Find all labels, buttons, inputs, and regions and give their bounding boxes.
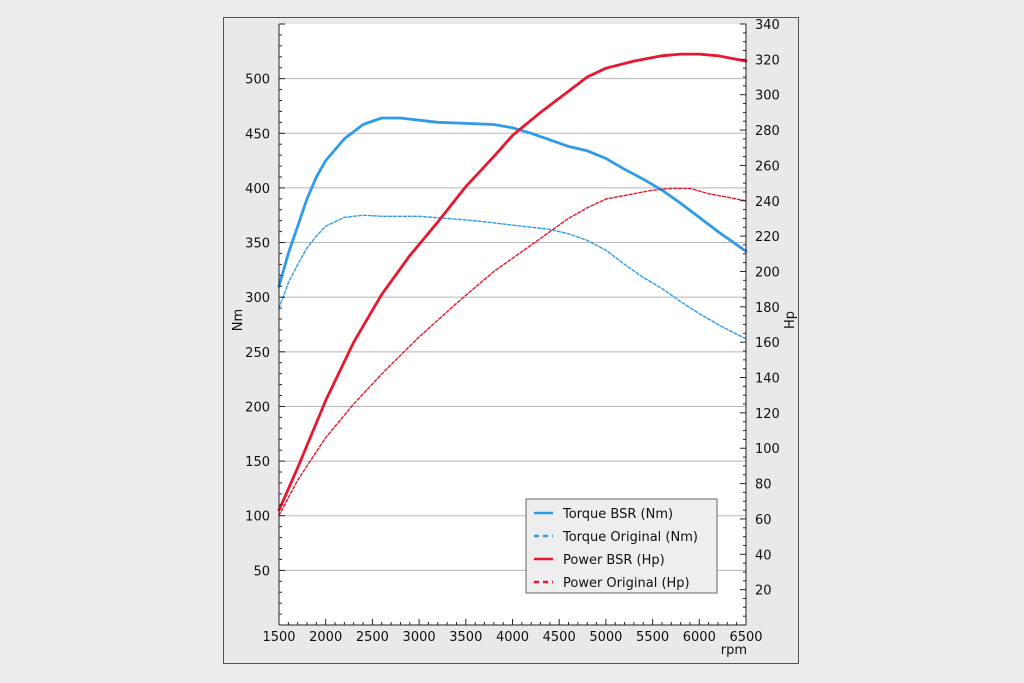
y-right-tick-label: 80 xyxy=(755,478,772,493)
y-right-tick-label: 140 xyxy=(755,372,780,387)
y-right-axis-title: Hp xyxy=(783,311,798,329)
x-tick-label: 4000 xyxy=(496,630,529,645)
y-right-tick-label: 320 xyxy=(755,53,780,68)
y-left-tick-label: 300 xyxy=(245,291,270,306)
x-tick-label: 2000 xyxy=(309,630,342,645)
x-tick-label: 3500 xyxy=(449,630,482,645)
x-tick-label: 6000 xyxy=(683,630,716,645)
y-left-tick-label: 100 xyxy=(245,510,270,525)
y-left-tick-label: 500 xyxy=(245,73,270,88)
x-tick-label: 5500 xyxy=(636,630,669,645)
x-tick-label: 2500 xyxy=(356,630,389,645)
x-tick-label: 1500 xyxy=(262,630,295,645)
y-right-tick-label: 220 xyxy=(755,230,780,245)
series-line-1 xyxy=(278,214,747,340)
legend-label: Torque BSR (Nm) xyxy=(562,507,673,522)
y-right-tick-label: 100 xyxy=(755,442,780,457)
y-right-tick-label: 200 xyxy=(755,265,780,280)
grid-lines xyxy=(279,78,746,571)
y-right-tick-label: 40 xyxy=(755,548,772,563)
x-axis-title: rpm xyxy=(721,643,747,658)
chart-frame: 50 100 150 200 250 300 350 400 450 500 20 40 60 80 100… xyxy=(223,17,799,664)
axis-ticks xyxy=(278,23,747,626)
series-line-3 xyxy=(278,187,747,517)
y-left-tick-label: 250 xyxy=(245,346,270,361)
x-tick-label: 4500 xyxy=(543,630,576,645)
y-right-tick-label: 160 xyxy=(755,336,780,351)
y-right-tick-label: 240 xyxy=(755,195,780,210)
y-left-tick-label: 200 xyxy=(245,400,270,415)
y-right-tick-label: 120 xyxy=(755,407,780,422)
legend: Torque BSR (Nm) Torque Original (Nm) Power… xyxy=(525,498,718,594)
legend-label: Torque Original (Nm) xyxy=(562,530,698,545)
y-left-tick-label: 350 xyxy=(245,237,270,252)
series-line-2 xyxy=(277,52,748,512)
legend-label: Power Original (Hp) xyxy=(563,576,690,591)
torque-power-chart: 50 100 150 200 250 300 350 400 450 500 20 40 60 80 100… xyxy=(231,18,798,658)
series-lines xyxy=(277,52,748,517)
tick-labels: 50 100 150 200 250 300 350 400 450 500 20 40 60 80 100… xyxy=(245,18,780,645)
y-right-tick-label: 180 xyxy=(755,301,780,316)
y-left-axis-title: Nm xyxy=(231,309,246,331)
y-left-tick-label: 400 xyxy=(245,182,270,197)
legend-label: Power BSR (Hp) xyxy=(563,553,665,568)
x-tick-label: 5000 xyxy=(589,630,622,645)
y-right-tick-label: 280 xyxy=(755,124,780,139)
y-right-tick-label: 300 xyxy=(755,89,780,104)
legend-box xyxy=(525,498,718,594)
series-line-0 xyxy=(277,116,748,288)
y-left-tick-label: 50 xyxy=(253,564,270,579)
y-left-tick-label: 450 xyxy=(245,127,270,142)
y-left-tick-label: 150 xyxy=(245,455,270,470)
y-right-tick-label: 60 xyxy=(755,513,772,528)
y-right-tick-label: 20 xyxy=(755,584,772,599)
y-right-tick-label: 340 xyxy=(755,18,780,33)
y-right-tick-label: 260 xyxy=(755,159,780,174)
x-tick-label: 6500 xyxy=(729,630,762,645)
x-tick-label: 3000 xyxy=(403,630,436,645)
